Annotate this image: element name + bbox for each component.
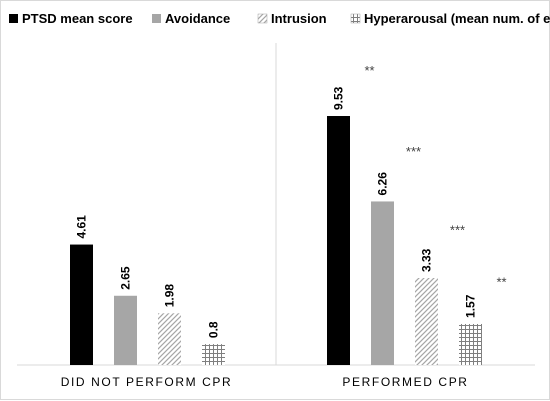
bar-hyperarousal-mean-num-of-effects-performed-cpr — [459, 323, 482, 365]
value-label-intrusion-performed-cpr: 3.33 — [420, 248, 434, 272]
significance-marker-intrusion: *** — [450, 222, 465, 237]
legend-swatch-avoidance — [152, 14, 161, 23]
legend-label-hyperarousal-mean-num-of-effects: Hyperarousal (mean num. of effects) — [364, 11, 550, 26]
legend-swatch-hyperarousal-mean-num-of-effects — [350, 13, 361, 24]
legend-label-intrusion: Intrusion — [271, 11, 327, 26]
value-label-intrusion-did-not-perform-cpr: 1.98 — [163, 284, 177, 308]
value-label-hyperarousal-mean-num-of-effects-performed-cpr: 1.57 — [464, 294, 478, 318]
category-label-did-not-perform-cpr: DID NOT PERFORM CPR — [61, 375, 233, 389]
bar-avoidance-performed-cpr — [371, 201, 394, 365]
significance-marker-hyperarousal-mean-num-of-effects: ** — [496, 275, 506, 290]
significance-marker-ptsd-mean-score: ** — [364, 63, 374, 78]
value-label-ptsd-mean-score-performed-cpr: 9.53 — [332, 86, 346, 110]
legend-swatch-ptsd-mean-score — [9, 14, 18, 23]
legend-label-ptsd-mean-score: PTSD mean score — [22, 11, 133, 26]
bar-intrusion-performed-cpr — [415, 277, 438, 365]
value-label-avoidance-did-not-perform-cpr: 2.65 — [119, 266, 133, 290]
value-label-ptsd-mean-score-did-not-perform-cpr: 4.61 — [75, 215, 89, 239]
bar-avoidance-did-not-perform-cpr — [114, 295, 137, 365]
legend-swatch-intrusion — [257, 13, 268, 24]
category-label-performed-cpr: PERFORMED CPR — [342, 375, 468, 389]
bar-ptsd-mean-score-performed-cpr — [327, 116, 350, 365]
bar-hyperarousal-mean-num-of-effects-did-not-perform-cpr — [202, 344, 225, 365]
value-label-avoidance-performed-cpr: 6.26 — [376, 172, 390, 196]
value-label-hyperarousal-mean-num-of-effects-did-not-perform-cpr: 0.8 — [207, 321, 221, 338]
significance-marker-avoidance: *** — [406, 144, 421, 159]
legend-label-avoidance: Avoidance — [165, 11, 230, 26]
bar-intrusion-did-not-perform-cpr — [158, 313, 181, 365]
bar-ptsd-mean-score-did-not-perform-cpr — [70, 244, 93, 365]
